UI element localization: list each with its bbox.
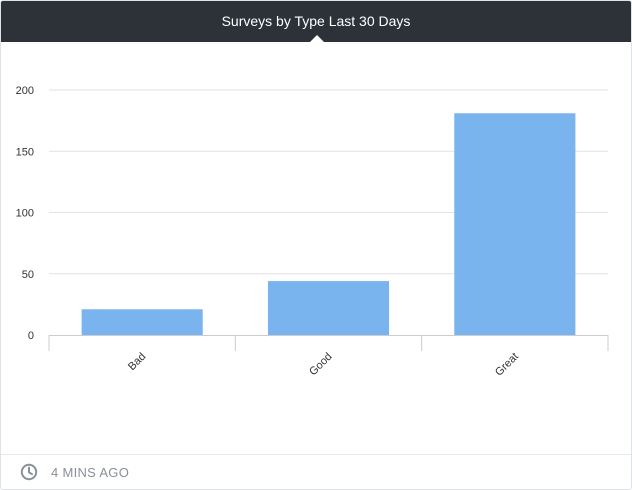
last-updated-text: 4 MINS AGO bbox=[51, 465, 130, 480]
bar-chart: 0 50 100 150 200 Bad Good Great bbox=[16, 85, 609, 379]
bars bbox=[81, 113, 576, 336]
y-tick-label: 0 bbox=[28, 330, 34, 342]
x-tick-label: Bad bbox=[126, 351, 148, 373]
widget-footer: 4 MINS AGO bbox=[1, 454, 631, 489]
x-tick-label: Great bbox=[493, 351, 521, 379]
x-axis: Bad Good Great bbox=[48, 335, 609, 379]
bar-good[interactable] bbox=[267, 281, 390, 335]
bar-bad[interactable] bbox=[81, 309, 203, 335]
bar-great[interactable] bbox=[454, 113, 576, 336]
y-tick-label: 50 bbox=[22, 269, 34, 281]
y-tick-label: 200 bbox=[16, 85, 34, 97]
y-axis: 0 50 100 150 200 bbox=[16, 85, 34, 342]
y-tick-label: 150 bbox=[16, 146, 34, 158]
x-tick-label: Good bbox=[307, 351, 335, 379]
widget-header: Surveys by Type Last 30 Days bbox=[1, 1, 631, 42]
clock-icon bbox=[20, 463, 38, 481]
widget-title: Surveys by Type Last 30 Days bbox=[221, 13, 411, 29]
y-tick-label: 100 bbox=[16, 208, 34, 220]
header-pointer bbox=[310, 35, 324, 42]
